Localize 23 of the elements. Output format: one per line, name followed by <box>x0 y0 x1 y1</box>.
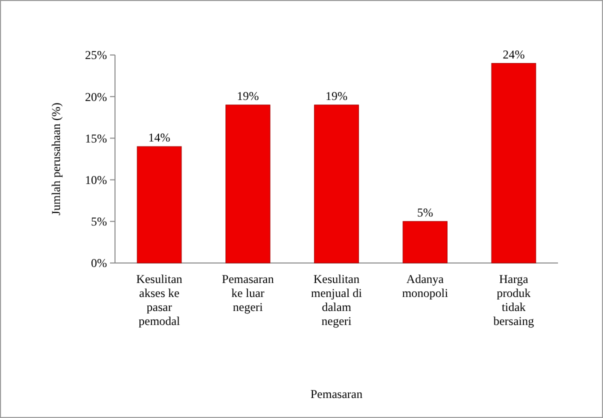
x-tick-label: Kesulitan menjual di dalam negeri <box>311 272 363 328</box>
data-label: 19% <box>326 88 348 103</box>
bar <box>491 63 536 264</box>
y-tick-label: 20% <box>85 90 107 104</box>
y-tick-label: 0% <box>91 256 107 270</box>
bar <box>314 104 359 264</box>
data-label: 19% <box>236 88 259 103</box>
y-tick-label: 15% <box>85 131 107 146</box>
x-axis-title: Pemasaran <box>310 387 362 401</box>
y-tick-label: 10% <box>85 173 107 187</box>
data-label: 5% <box>417 205 434 220</box>
y-tick-label: 25% <box>85 48 107 62</box>
x-tick-label: Harga produk tidak bersaing <box>493 272 534 328</box>
bar <box>136 146 182 264</box>
bar <box>226 104 270 264</box>
data-label: 14% <box>148 130 170 145</box>
y-axis-title: Jumlah perusahaan (%) <box>49 102 63 216</box>
x-tick-label: Pemasaran ke luar negeri <box>222 272 274 314</box>
x-tick-label: Kesulitan akses ke pasar pemodal <box>136 272 182 328</box>
y-tick-label: 5% <box>91 214 107 229</box>
bar <box>402 221 448 264</box>
x-tick-label: Adanya monopoli <box>402 272 449 300</box>
data-label: 24% <box>502 47 525 62</box>
